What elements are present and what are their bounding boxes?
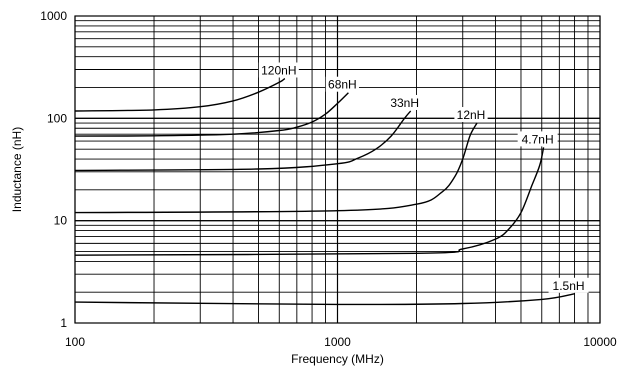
curve-4p7nh: [74, 147, 545, 256]
curve-label-bg: [454, 107, 488, 123]
x-tick-label: 1000: [324, 335, 351, 349]
curves: 120nH 68nH 33nH 12nH 4.7nH 1.5nH: [74, 62, 589, 306]
y-tick-label: 10: [54, 214, 68, 228]
curve-label-68nh: 68nH: [328, 78, 357, 92]
x-tick-label: 10000: [583, 335, 617, 349]
curve-label-12nh: 12nH: [457, 108, 486, 122]
y-axis-title: Inductance (nH): [10, 127, 24, 212]
y-tick-label: 1: [60, 316, 67, 330]
plot-frame: [74, 15, 601, 324]
curve-68nh: [74, 92, 349, 137]
curve-label-1p5nh: 1.5nH: [553, 279, 585, 293]
curve-label-bg: [548, 277, 589, 293]
curve-label-bg: [258, 62, 299, 78]
curve-label-bg: [325, 76, 359, 92]
curve-120nh: [74, 77, 286, 112]
curve-1p5nh: [74, 293, 575, 306]
curve-33nh: [74, 110, 412, 172]
curve-label-33nh: 33nH: [390, 96, 419, 110]
curve-label-bg: [388, 94, 422, 110]
y-tick-label: 1000: [40, 9, 67, 23]
y-tick-label: 100: [47, 111, 67, 125]
curve-label-bg: [517, 131, 558, 147]
x-tick-label: 100: [65, 335, 85, 349]
curve-label-120nh: 120nH: [261, 64, 296, 78]
tick-labels: 100 1000 10000 1 10 100 1000: [40, 9, 617, 349]
curve-12nh: [74, 122, 478, 214]
curve-label-4p7nh: 4.7nH: [522, 132, 554, 146]
x-axis-title: Frequency (MHz): [291, 352, 384, 366]
